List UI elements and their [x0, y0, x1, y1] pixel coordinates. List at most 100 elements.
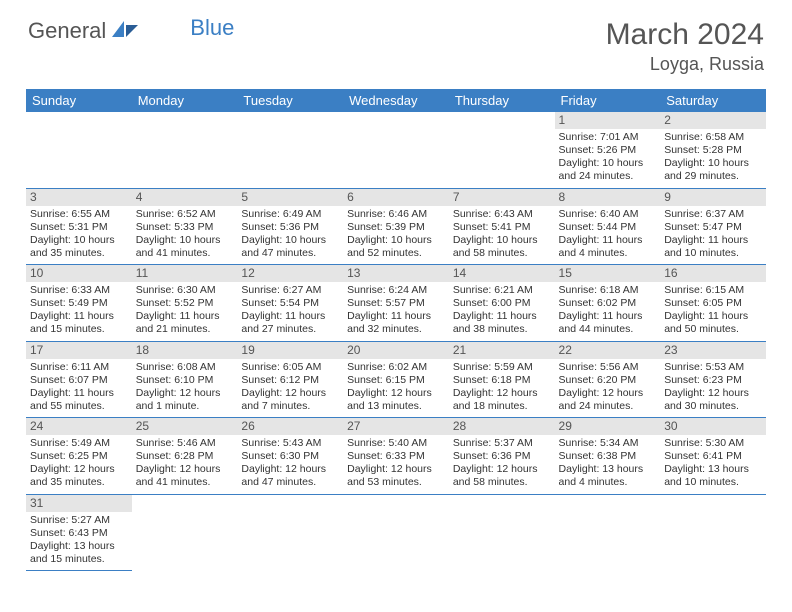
sunset-text: Sunset: 5:49 PM [30, 297, 128, 310]
location: Loyga, Russia [606, 54, 764, 75]
daylight-text: and 53 minutes. [347, 476, 445, 489]
sunrise-text: Sunrise: 6:49 AM [241, 208, 339, 221]
day-number: 13 [343, 265, 449, 282]
calendar-day: 11Sunrise: 6:30 AMSunset: 5:52 PMDayligh… [132, 265, 238, 342]
sunrise-text: Sunrise: 6:46 AM [347, 208, 445, 221]
daylight-text: Daylight: 11 hours [136, 310, 234, 323]
day-number: 19 [237, 342, 343, 359]
sunset-text: Sunset: 6:15 PM [347, 374, 445, 387]
sunset-text: Sunset: 6:36 PM [453, 450, 551, 463]
daylight-text: Daylight: 13 hours [30, 540, 128, 553]
sunrise-text: Sunrise: 6:18 AM [559, 284, 657, 297]
sunrise-text: Sunrise: 5:30 AM [664, 437, 762, 450]
calendar-week: 31Sunrise: 5:27 AMSunset: 6:43 PMDayligh… [26, 494, 766, 571]
daylight-text: and 35 minutes. [30, 476, 128, 489]
sunset-text: Sunset: 6:00 PM [453, 297, 551, 310]
day-number: 3 [26, 189, 132, 206]
calendar-day: 18Sunrise: 6:08 AMSunset: 6:10 PMDayligh… [132, 341, 238, 418]
sunset-text: Sunset: 5:47 PM [664, 221, 762, 234]
daylight-text: Daylight: 10 hours [30, 234, 128, 247]
calendar-day: 1Sunrise: 7:01 AMSunset: 5:26 PMDaylight… [555, 112, 661, 188]
calendar-day: 19Sunrise: 6:05 AMSunset: 6:12 PMDayligh… [237, 341, 343, 418]
sunset-text: Sunset: 5:33 PM [136, 221, 234, 234]
daylight-text: Daylight: 12 hours [241, 387, 339, 400]
daylight-text: and 47 minutes. [241, 247, 339, 260]
daylight-text: Daylight: 10 hours [559, 157, 657, 170]
daylight-text: Daylight: 11 hours [664, 234, 762, 247]
weekday-header: Wednesday [343, 89, 449, 112]
daylight-text: and 10 minutes. [664, 476, 762, 489]
calendar-day: 28Sunrise: 5:37 AMSunset: 6:36 PMDayligh… [449, 418, 555, 495]
sunset-text: Sunset: 6:07 PM [30, 374, 128, 387]
sunrise-text: Sunrise: 5:27 AM [30, 514, 128, 527]
calendar-day: 6Sunrise: 6:46 AMSunset: 5:39 PMDaylight… [343, 188, 449, 265]
weekday-header: Thursday [449, 89, 555, 112]
sunrise-text: Sunrise: 5:37 AM [453, 437, 551, 450]
sunset-text: Sunset: 6:30 PM [241, 450, 339, 463]
daylight-text: and 21 minutes. [136, 323, 234, 336]
sunset-text: Sunset: 5:31 PM [30, 221, 128, 234]
weekday-header: Friday [555, 89, 661, 112]
calendar-day: 23Sunrise: 5:53 AMSunset: 6:23 PMDayligh… [660, 341, 766, 418]
day-number: 23 [660, 342, 766, 359]
calendar-day: 4Sunrise: 6:52 AMSunset: 5:33 PMDaylight… [132, 188, 238, 265]
day-number: 11 [132, 265, 238, 282]
calendar-day: 12Sunrise: 6:27 AMSunset: 5:54 PMDayligh… [237, 265, 343, 342]
day-number: 22 [555, 342, 661, 359]
calendar-day: 5Sunrise: 6:49 AMSunset: 5:36 PMDaylight… [237, 188, 343, 265]
calendar-day-empty [660, 494, 766, 571]
sunrise-text: Sunrise: 5:49 AM [30, 437, 128, 450]
daylight-text: and 24 minutes. [559, 170, 657, 183]
calendar-day-empty [26, 112, 132, 188]
calendar-day: 30Sunrise: 5:30 AMSunset: 6:41 PMDayligh… [660, 418, 766, 495]
sunrise-text: Sunrise: 5:40 AM [347, 437, 445, 450]
day-number: 26 [237, 418, 343, 435]
daylight-text: Daylight: 10 hours [453, 234, 551, 247]
daylight-text: Daylight: 12 hours [559, 387, 657, 400]
day-number: 12 [237, 265, 343, 282]
logo: General Blue [28, 18, 234, 44]
calendar-day: 9Sunrise: 6:37 AMSunset: 5:47 PMDaylight… [660, 188, 766, 265]
sunrise-text: Sunrise: 6:30 AM [136, 284, 234, 297]
sunrise-text: Sunrise: 6:43 AM [453, 208, 551, 221]
sunrise-text: Sunrise: 6:58 AM [664, 131, 762, 144]
sunrise-text: Sunrise: 6:37 AM [664, 208, 762, 221]
daylight-text: and 41 minutes. [136, 247, 234, 260]
calendar-day: 31Sunrise: 5:27 AMSunset: 6:43 PMDayligh… [26, 494, 132, 571]
daylight-text: Daylight: 12 hours [664, 387, 762, 400]
sunset-text: Sunset: 6:33 PM [347, 450, 445, 463]
daylight-text: and 15 minutes. [30, 553, 128, 566]
day-number: 7 [449, 189, 555, 206]
daylight-text: Daylight: 13 hours [664, 463, 762, 476]
logo-text-blue: Blue [190, 15, 234, 41]
calendar-table: SundayMondayTuesdayWednesdayThursdayFrid… [26, 89, 766, 571]
sunrise-text: Sunrise: 5:34 AM [559, 437, 657, 450]
logo-sail-icon [112, 19, 138, 44]
calendar-day-empty [555, 494, 661, 571]
daylight-text: and 15 minutes. [30, 323, 128, 336]
sunrise-text: Sunrise: 5:46 AM [136, 437, 234, 450]
calendar-week: 10Sunrise: 6:33 AMSunset: 5:49 PMDayligh… [26, 265, 766, 342]
day-number: 28 [449, 418, 555, 435]
sunset-text: Sunset: 5:39 PM [347, 221, 445, 234]
sunrise-text: Sunrise: 6:21 AM [453, 284, 551, 297]
daylight-text: and 4 minutes. [559, 476, 657, 489]
sunrise-text: Sunrise: 6:24 AM [347, 284, 445, 297]
calendar-week: 24Sunrise: 5:49 AMSunset: 6:25 PMDayligh… [26, 418, 766, 495]
calendar-week: 1Sunrise: 7:01 AMSunset: 5:26 PMDaylight… [26, 112, 766, 188]
daylight-text: Daylight: 11 hours [453, 310, 551, 323]
weekday-header: Saturday [660, 89, 766, 112]
sunset-text: Sunset: 6:41 PM [664, 450, 762, 463]
calendar-day: 14Sunrise: 6:21 AMSunset: 6:00 PMDayligh… [449, 265, 555, 342]
day-number: 31 [26, 495, 132, 512]
calendar-day: 21Sunrise: 5:59 AMSunset: 6:18 PMDayligh… [449, 341, 555, 418]
daylight-text: Daylight: 10 hours [241, 234, 339, 247]
daylight-text: and 29 minutes. [664, 170, 762, 183]
calendar-day: 3Sunrise: 6:55 AMSunset: 5:31 PMDaylight… [26, 188, 132, 265]
sunrise-text: Sunrise: 6:02 AM [347, 361, 445, 374]
daylight-text: and 32 minutes. [347, 323, 445, 336]
day-number: 25 [132, 418, 238, 435]
sunrise-text: Sunrise: 6:05 AM [241, 361, 339, 374]
daylight-text: and 4 minutes. [559, 247, 657, 260]
daylight-text: Daylight: 11 hours [559, 234, 657, 247]
